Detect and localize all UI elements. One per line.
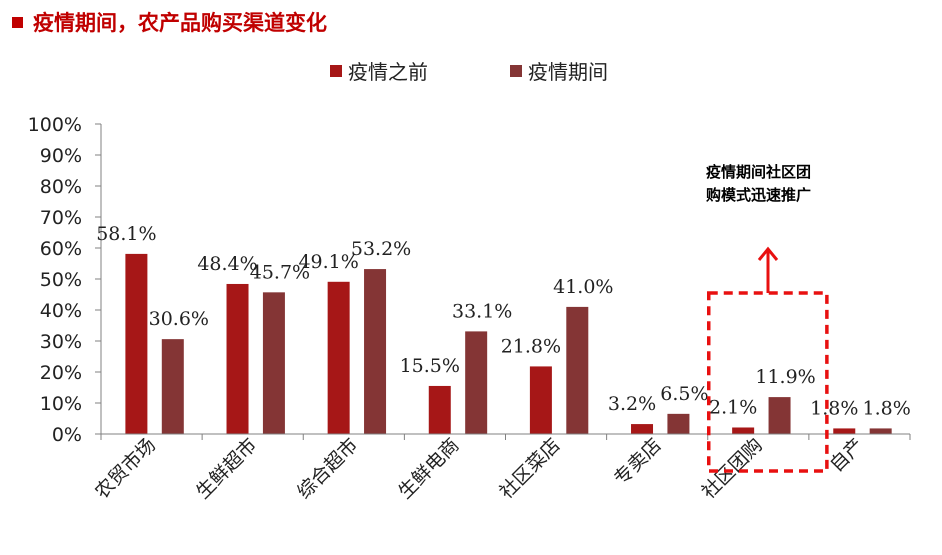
title-bullet-icon bbox=[12, 16, 23, 28]
data-label: 1.8% bbox=[810, 397, 858, 419]
x-category-label: 自产 bbox=[826, 434, 868, 476]
legend-swatch bbox=[330, 65, 342, 77]
y-tick-label: 30% bbox=[40, 331, 82, 353]
bar bbox=[529, 366, 552, 434]
data-label: 49.1% bbox=[298, 251, 358, 273]
bar bbox=[732, 427, 755, 434]
y-tick-label: 60% bbox=[40, 238, 82, 260]
annotation-text: 购模式迅速推广 bbox=[706, 186, 811, 204]
data-label: 2.1% bbox=[709, 396, 757, 418]
page-title: 疫情期间，农产品购买渠道变化 bbox=[33, 11, 327, 35]
bar bbox=[125, 253, 148, 434]
y-tick-label: 80% bbox=[40, 176, 82, 198]
y-tick-label: 100% bbox=[28, 114, 82, 136]
data-label: 58.1% bbox=[96, 223, 156, 245]
y-axis: 0% 10% 20% 30% 40% 50% 60% 70% 80% 90% 100% bbox=[28, 114, 102, 446]
bar bbox=[226, 283, 249, 434]
bar bbox=[566, 306, 589, 434]
x-category-label: 专卖店 bbox=[610, 434, 666, 490]
x-category-label: 生鲜电商 bbox=[394, 434, 463, 503]
y-tick-label: 10% bbox=[40, 393, 82, 415]
chart-legend: 疫情之前 疫情期间 bbox=[330, 60, 608, 84]
y-tick-label: 20% bbox=[40, 362, 82, 384]
data-label: 45.7% bbox=[250, 261, 310, 283]
arrow-up-icon bbox=[757, 246, 779, 261]
bar bbox=[327, 281, 350, 434]
data-label: 33.1% bbox=[452, 300, 512, 322]
legend-swatch bbox=[510, 65, 522, 77]
y-tick-label: 90% bbox=[40, 145, 82, 167]
bar bbox=[869, 428, 892, 434]
highlight-box bbox=[707, 291, 829, 473]
legend-label: 疫情期间 bbox=[528, 60, 608, 84]
bar bbox=[833, 428, 856, 434]
x-axis: 农贸市场 生鲜超市 综合超市 生鲜电商 社区菜店 专卖店 社区团购 自产 bbox=[91, 433, 911, 503]
x-category-label: 社区菜店 bbox=[495, 434, 564, 503]
data-label: 30.6% bbox=[149, 308, 209, 330]
data-label: 1.8% bbox=[863, 397, 911, 419]
bar bbox=[161, 339, 184, 434]
data-label: 21.8% bbox=[501, 335, 561, 357]
y-tick-label: 40% bbox=[40, 300, 82, 322]
data-label: 3.2% bbox=[608, 393, 656, 415]
title-block: 疫情期间，农产品购买渠道变化 bbox=[12, 6, 327, 38]
bars: 58.1% 48.4% 49.1% 15.5% 21.8% 3.2% 2.1% 1.8% 30.… bbox=[96, 223, 911, 434]
bar bbox=[364, 269, 387, 434]
bar bbox=[768, 397, 791, 434]
x-category-label: 综合超市 bbox=[293, 434, 362, 503]
data-label: 6.5% bbox=[660, 383, 708, 405]
bar bbox=[262, 292, 285, 434]
data-label: 11.9% bbox=[755, 366, 815, 388]
x-category-label: 农贸市场 bbox=[91, 434, 160, 503]
bar bbox=[631, 424, 654, 434]
bar bbox=[667, 413, 690, 434]
data-label: 48.4% bbox=[197, 253, 257, 275]
bar bbox=[428, 385, 451, 434]
bar bbox=[465, 331, 488, 434]
y-tick-label: 0% bbox=[52, 424, 82, 446]
legend-label: 疫情之前 bbox=[348, 60, 428, 84]
data-label: 15.5% bbox=[400, 355, 460, 377]
y-tick-label: 50% bbox=[40, 269, 82, 291]
data-label: 53.2% bbox=[351, 238, 411, 260]
x-category-label: 生鲜超市 bbox=[192, 434, 261, 503]
annotation-text: 疫情期间社区团 bbox=[706, 163, 811, 181]
y-tick-label: 70% bbox=[40, 207, 82, 229]
data-label: 41.0% bbox=[553, 276, 613, 298]
